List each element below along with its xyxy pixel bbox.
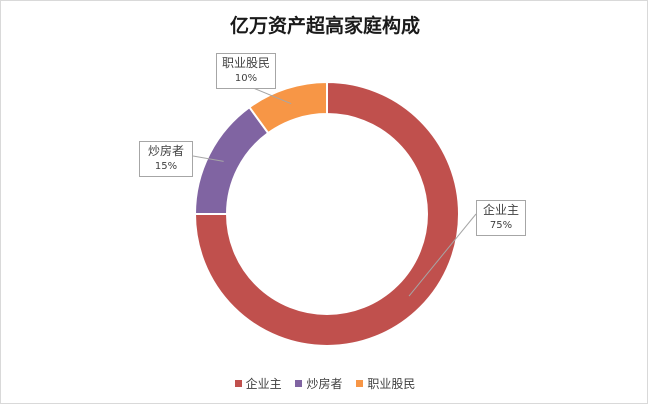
callout-category: 职业股民 [221, 56, 270, 70]
legend-label: 职业股民 [367, 377, 416, 391]
leader-line [408, 213, 477, 297]
callout-category: 炒房者 [147, 144, 184, 158]
donut-slice-enterprise-owner [193, 80, 460, 347]
callout-label-enterprise-owner: 企业主 75% [476, 200, 526, 236]
donut-slice-professional-investor [248, 80, 328, 135]
legend-label: 企业主 [245, 377, 282, 391]
callout-label-professional-investor: 职业股民 10% [216, 53, 276, 89]
legend-item-enterprise-owner: 企业主 [234, 375, 282, 392]
legend-label: 炒房者 [306, 377, 343, 391]
leader-line [192, 155, 224, 162]
legend-swatch [295, 380, 303, 387]
donut-slice-property-speculator [193, 105, 270, 215]
legend-item-professional-investor: 职业股民 [356, 375, 415, 392]
callout-category: 企业主 [482, 203, 519, 217]
legend-swatch [234, 380, 242, 387]
donut-slices [193, 80, 460, 347]
callout-percent: 10% [234, 73, 258, 84]
callout-label-property-speculator: 炒房者 15% [139, 141, 193, 177]
legend-swatch [356, 380, 364, 387]
callout-percent: 75% [489, 220, 513, 231]
legend: 企业主 炒房者 职业股民 [1, 375, 648, 392]
chart-title: 亿万资产超高家庭构成 [229, 15, 420, 37]
legend-item-property-speculator: 炒房者 [295, 375, 343, 392]
callout-percent: 15% [154, 161, 178, 172]
